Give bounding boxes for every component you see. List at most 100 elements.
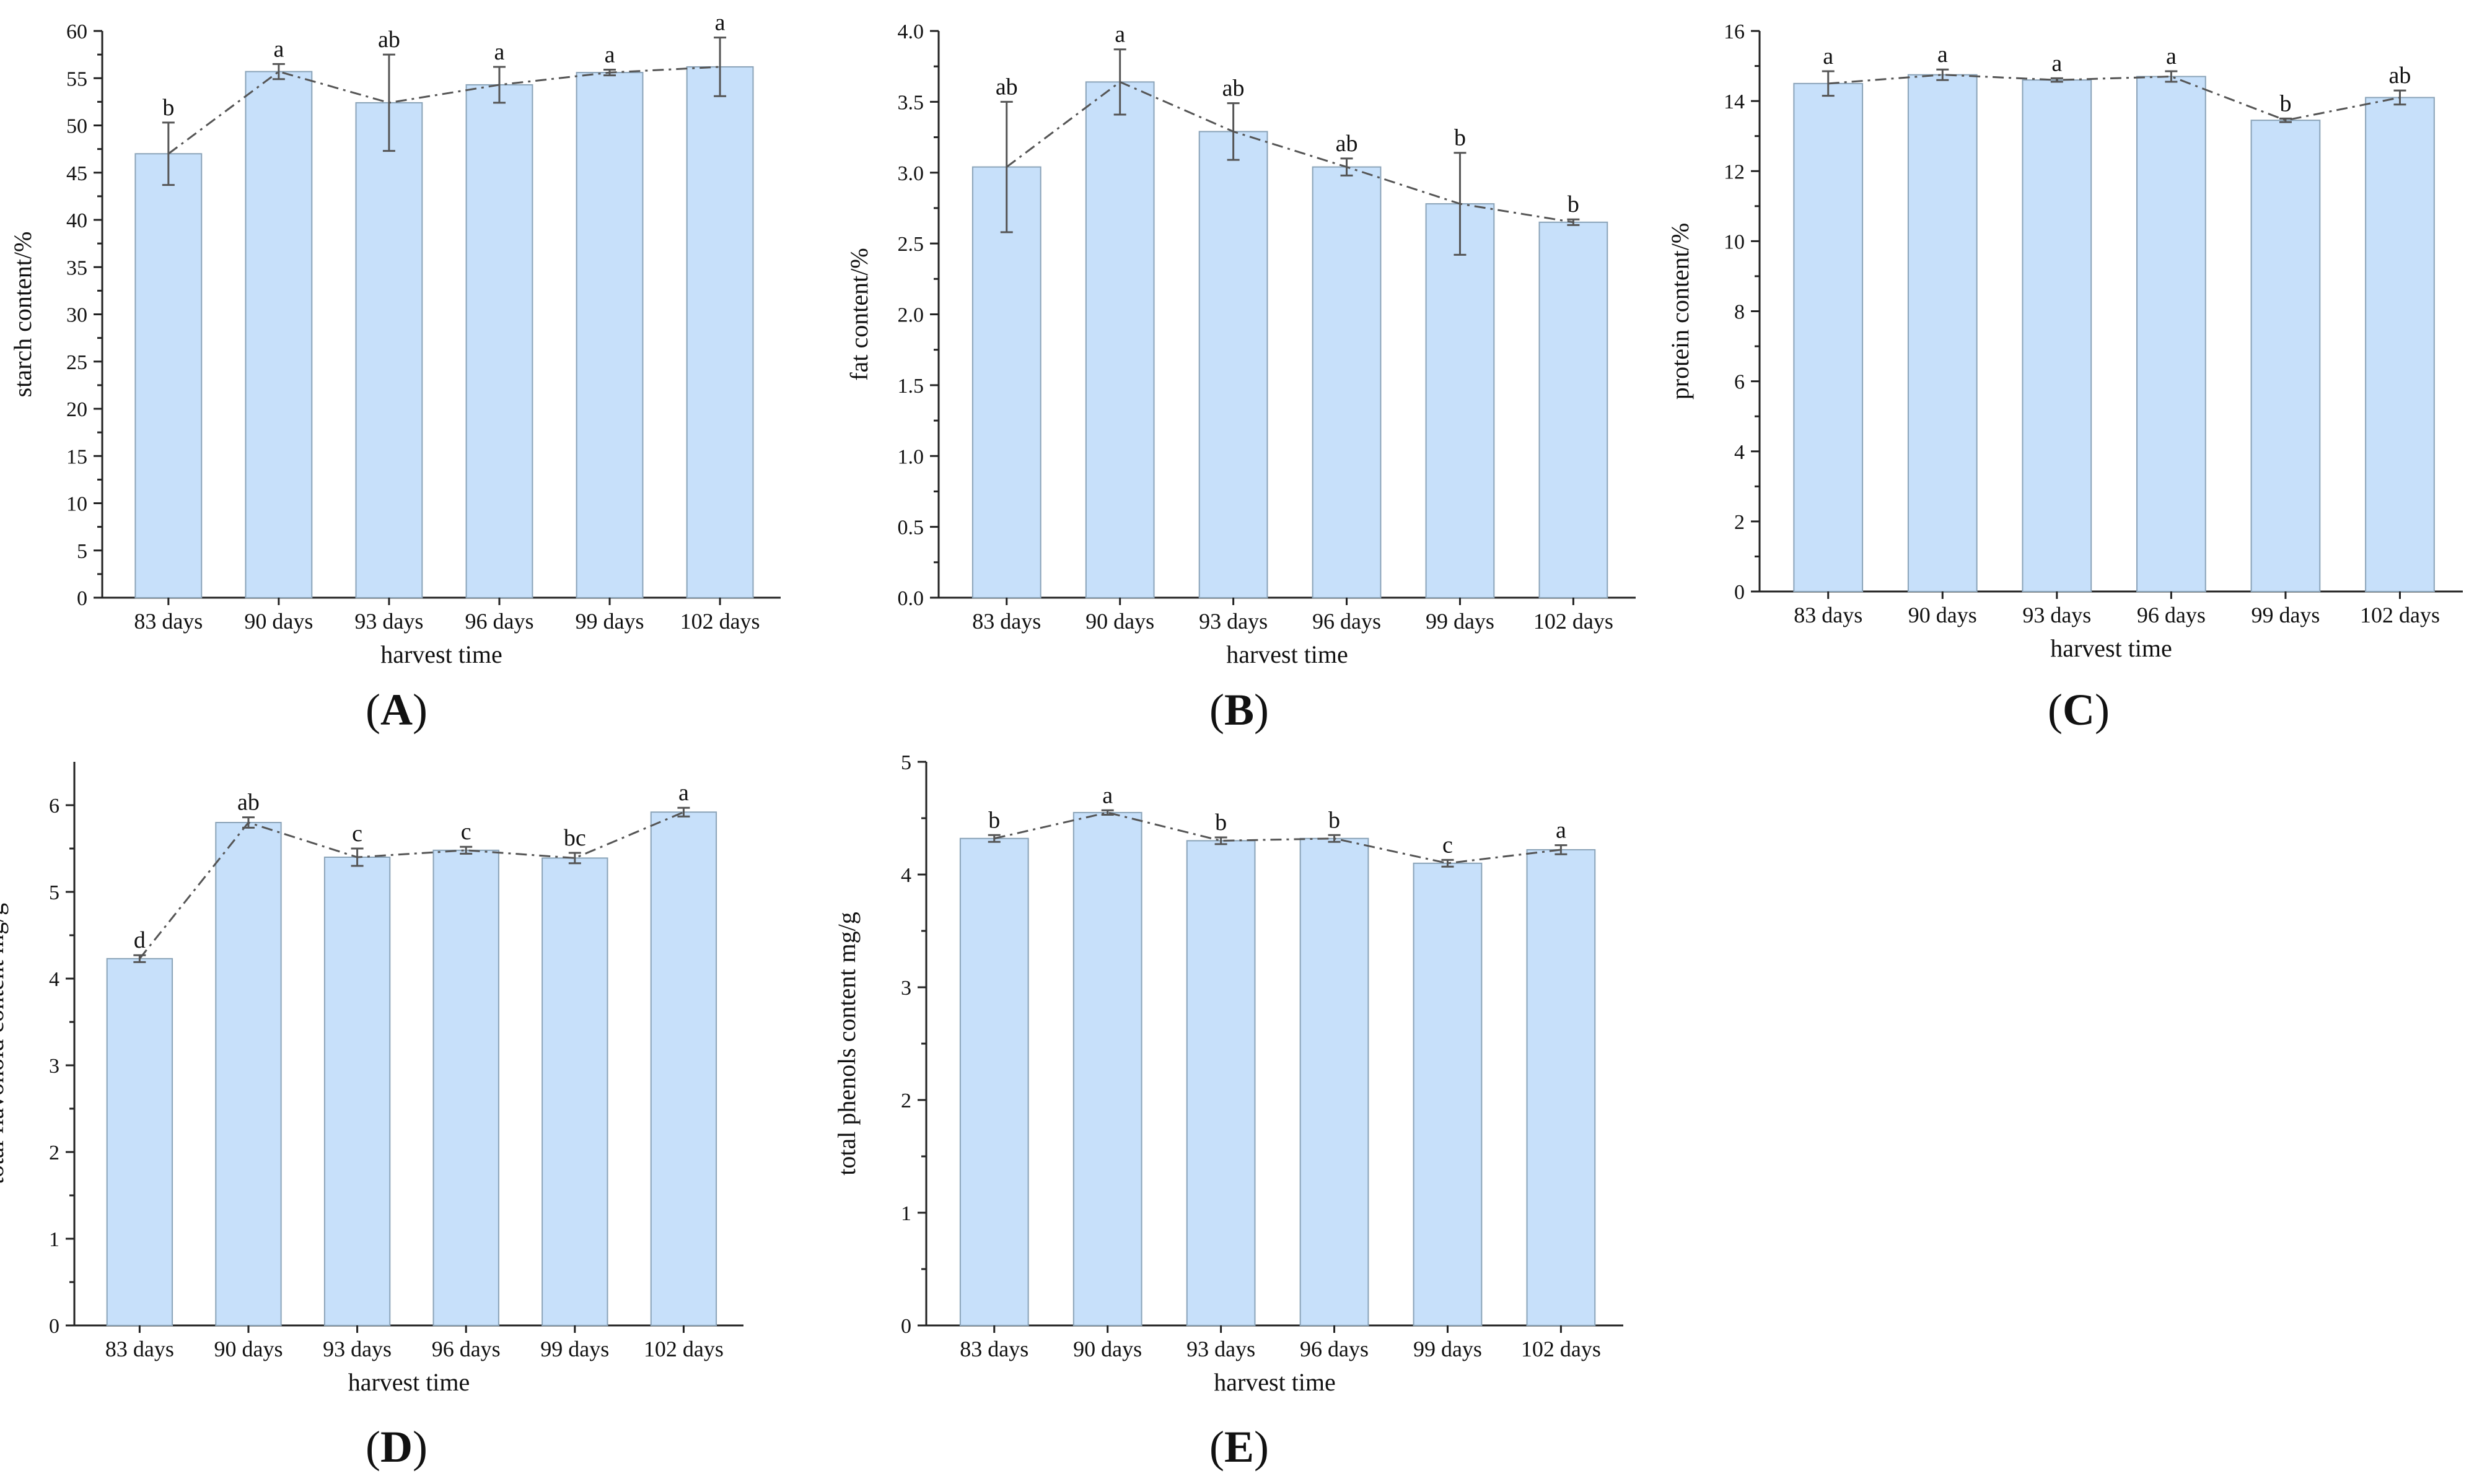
significance-letter: c — [352, 821, 362, 847]
x-tick-label: 93 days — [2022, 603, 2091, 627]
y-axis-title: total phenols content mg/g — [833, 912, 861, 1176]
bar — [542, 857, 608, 1326]
bar — [1072, 811, 1142, 1326]
bar — [1198, 131, 1268, 599]
trend-line — [167, 66, 721, 155]
y-tick-label: 20 — [66, 398, 87, 421]
y-tick-label: 4.0 — [898, 20, 924, 43]
y-tick-label: 1 — [901, 1202, 911, 1225]
significance-letter: c — [1442, 832, 1453, 858]
bar — [2136, 76, 2206, 592]
x-tick-label: 83 days — [960, 1337, 1028, 1361]
bar — [465, 84, 533, 599]
y-tick-label: 0.5 — [898, 517, 924, 539]
x-tick-label: 99 days — [1413, 1337, 1482, 1361]
y-tick-label: 15 — [66, 445, 87, 468]
y-tick-label: 10 — [1724, 230, 1745, 253]
y-tick-label: 0 — [1734, 581, 1745, 604]
bar — [1907, 74, 1978, 592]
x-tick-label: 102 days — [1533, 609, 1613, 634]
chart-panel-a: 0 5 10 15 20 25 30 35 40 45 50 55 60 b 83 days a 90 days… — [9, 10, 781, 735]
bar — [1538, 221, 1608, 598]
y-tick-label: 3 — [901, 977, 911, 1000]
significance-letter: c — [461, 819, 471, 845]
y-tick-label: 2 — [49, 1141, 59, 1164]
x-tick-label: 96 days — [432, 1337, 501, 1361]
y-tick-label: 25 — [66, 351, 87, 374]
y-tick-label: 1.5 — [898, 375, 924, 398]
x-tick-label: 83 days — [1794, 603, 1862, 627]
significance-letter: ab — [2389, 63, 2411, 89]
x-tick-label: 99 days — [2251, 603, 2320, 627]
bar — [650, 811, 717, 1326]
chart-panel-e: 0 1 2 3 4 5 b 83 days a 90 days b 93 days b 96 days c 9… — [833, 751, 1623, 1472]
x-axis-title: harvest time — [1214, 1368, 1336, 1396]
significance-letter: a — [1556, 818, 1566, 844]
significance-letter: b — [1454, 125, 1466, 151]
y-tick-label: 50 — [66, 115, 87, 138]
y-tick-label: 35 — [66, 256, 87, 279]
y-tick-label: 0 — [77, 587, 87, 610]
chart-panel-b: 0.0 0.5 1.0 1.5 2.0 2.5 3.0 3.5 4.0 ab 83 days a 90 … — [845, 20, 1636, 735]
significance-letter: b — [2279, 90, 2291, 116]
y-tick-label: 3.0 — [898, 162, 924, 185]
y-tick-label: 5 — [49, 881, 59, 904]
significance-letter: bc — [564, 825, 586, 851]
y-tick-label: 4 — [49, 968, 59, 991]
significance-letter: a — [494, 39, 505, 65]
x-tick-label: 102 days — [680, 609, 760, 634]
x-axis-title: harvest time — [1226, 640, 1348, 668]
x-tick-label: 93 days — [354, 609, 423, 634]
bar — [1526, 849, 1596, 1326]
significance-letter: ab — [1222, 76, 1245, 102]
y-tick-label: 14 — [1724, 90, 1745, 113]
panel-label: (C) — [2048, 685, 2110, 735]
y-tick-label: 55 — [66, 68, 87, 90]
x-tick-label: 102 days — [644, 1337, 724, 1361]
x-axis-title: harvest time — [380, 640, 502, 668]
x-axis-title: harvest time — [2050, 634, 2172, 662]
y-tick-label: 4 — [1734, 441, 1745, 464]
bar — [2250, 120, 2321, 592]
bar — [1299, 837, 1369, 1326]
bar — [215, 822, 282, 1326]
x-axis-title: harvest time — [348, 1368, 470, 1396]
significance-letter: ab — [237, 790, 260, 816]
y-tick-label: 3.5 — [898, 91, 924, 114]
x-tick-label: 93 days — [1199, 609, 1268, 634]
chart-panel-c: 0 2 4 6 8 10 12 14 16 a 83 days a 90 days a 93 days a 96… — [1666, 20, 2463, 735]
x-tick-label: 90 days — [244, 609, 313, 634]
x-tick-label: 83 days — [105, 1337, 174, 1361]
significance-letter: ab — [1336, 131, 1358, 157]
x-tick-label: 99 days — [1426, 609, 1494, 634]
bar — [355, 102, 423, 598]
x-tick-label: 83 days — [972, 609, 1041, 634]
y-tick-label: 1.0 — [898, 445, 924, 468]
panel-label: (D) — [366, 1422, 428, 1472]
bar — [1186, 840, 1256, 1326]
x-tick-label: 90 days — [1073, 1337, 1142, 1361]
y-tick-label: 0 — [901, 1315, 911, 1338]
y-tick-label: 5 — [77, 540, 87, 563]
y-tick-label: 2.5 — [898, 233, 924, 256]
y-tick-label: 6 — [49, 795, 59, 818]
x-tick-label: 96 days — [465, 609, 533, 634]
significance-letter: d — [134, 927, 146, 953]
trend-line — [1006, 81, 1574, 224]
y-tick-label: 45 — [66, 162, 87, 185]
bar — [106, 958, 173, 1327]
x-tick-label: 90 days — [1085, 609, 1154, 634]
y-tick-label: 8 — [1734, 301, 1745, 324]
y-tick-label: 0.0 — [898, 587, 924, 610]
significance-letter: a — [1102, 782, 1113, 808]
trend-line — [994, 811, 1561, 865]
panel-label: (B) — [1209, 685, 1269, 735]
significance-letter: b — [988, 807, 1000, 833]
significance-letter: a — [1823, 43, 1833, 69]
significance-letter: b — [162, 95, 174, 121]
y-tick-label: 0 — [49, 1315, 59, 1338]
y-axis-title: fat content/% — [845, 248, 873, 380]
y-tick-label: 3 — [49, 1055, 59, 1078]
y-tick-label: 60 — [66, 20, 87, 43]
